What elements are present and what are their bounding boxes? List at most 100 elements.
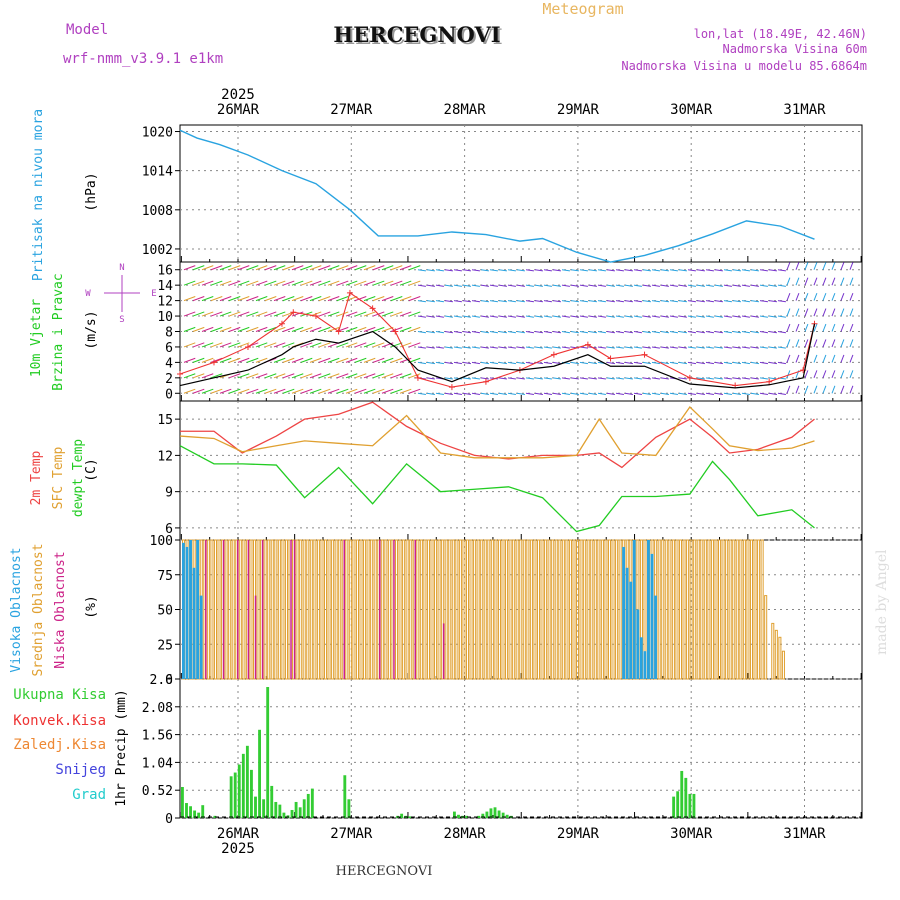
high-cloud-bar [639, 637, 643, 679]
y-tick-label: 50 [157, 604, 173, 619]
cloud-ylabels: Visoka Oblacnost Srednja Oblacnost Niska O… [9, 543, 68, 676]
wind-arrow [723, 269, 732, 272]
mid-cloud-bar [210, 539, 214, 680]
mid-cloud-bar [458, 539, 462, 680]
mid-cloud-bar [416, 539, 420, 680]
wind-arrow [525, 300, 534, 303]
wind-arrow [651, 269, 660, 272]
wind-arrow [327, 265, 340, 271]
wind-arrow [849, 262, 854, 270]
wind-arrow [660, 315, 669, 318]
wind-arrow [795, 354, 800, 363]
wind-arrow [516, 377, 525, 380]
mid-cloud-bar [370, 539, 374, 680]
wind-arrow [327, 311, 340, 317]
wind-arrow [840, 292, 845, 301]
wind-arrow [255, 388, 268, 394]
wind-arrow [615, 361, 624, 365]
mid-cloud-bar [703, 539, 707, 680]
mid-cloud-bar [448, 539, 452, 680]
wind-arrow [786, 354, 791, 363]
mid-cloud-bar [299, 539, 303, 680]
mid-cloud-bar [693, 539, 697, 680]
wind-arrow [633, 392, 642, 395]
wind-arrow [750, 346, 759, 349]
wind-arrow [588, 315, 597, 318]
high-cloud-bar [654, 595, 657, 679]
wind-arrow [336, 357, 349, 363]
wind-arrow [480, 392, 489, 395]
mid-cloud-bar [749, 539, 754, 680]
wind-arrow [570, 361, 579, 365]
wind-arrow [291, 388, 304, 394]
wind-arrow [552, 315, 561, 318]
wind-arrow [354, 388, 367, 394]
wind-arrow [696, 392, 705, 395]
wind-arrow [669, 284, 678, 287]
mid-cloud-bar [224, 539, 228, 680]
wind-arrow [525, 361, 534, 365]
precip-bar [262, 799, 266, 818]
wind-arrow [633, 331, 642, 334]
wind-arrow [354, 373, 367, 379]
mid-cloud-bar [281, 539, 285, 680]
wind-arrow [615, 331, 624, 334]
mid-cloud-bar [576, 539, 580, 680]
wind-arrow [579, 284, 588, 287]
precip-bar [672, 796, 676, 818]
wind-arrow [543, 300, 552, 303]
wind-arrow [705, 331, 714, 334]
model-altitude-label: Nadmorska Visina u modelu 85.6864m [621, 59, 867, 73]
wind-arrow [372, 326, 385, 332]
wind-arrow [534, 315, 543, 318]
wind-arrow [300, 373, 313, 379]
wind-arrow [741, 331, 750, 334]
wind-arrow [552, 269, 561, 272]
wind-arrow [777, 346, 786, 349]
wind-arrow [678, 346, 687, 349]
precip-bar [258, 729, 261, 818]
wind-arrow [219, 311, 232, 317]
wind-arrow [444, 300, 453, 303]
wind-arrow [651, 346, 660, 349]
wind-arrow [435, 361, 444, 365]
wind-arrow [255, 296, 268, 302]
wind-arrow [381, 357, 394, 363]
wind-arrow [651, 315, 660, 318]
mid-cloud-bar [618, 539, 622, 680]
wind-arrow [318, 326, 331, 332]
precip-bar [185, 803, 188, 818]
wind-arrow [588, 361, 597, 365]
top-day-labels: 26MAR 27MAR 28MAR 29MAR 30MAR 31MAR [217, 102, 826, 118]
wind-arrow [192, 280, 205, 286]
mid-cloud-bar [323, 539, 328, 680]
wind-arrow [732, 284, 741, 287]
wind-arrow [840, 370, 845, 379]
panel-frame [179, 400, 863, 541]
wind-arrow [606, 346, 615, 349]
wind-arrow [759, 346, 768, 349]
wind-arrow [255, 342, 268, 348]
mid-cloud-bar [359, 539, 363, 680]
mid-cloud-bar [409, 539, 413, 680]
mid-cloud-bar [742, 539, 746, 680]
wind-arrow [606, 392, 615, 395]
wind-arrow [831, 370, 836, 379]
wind-arrow [210, 296, 223, 302]
wind-arrow [300, 357, 313, 363]
wind-arrow [516, 346, 525, 349]
wind-arrow [642, 377, 651, 380]
wind-gust-marker [369, 305, 376, 312]
wind-arrow [291, 326, 304, 332]
wind-arrow [714, 284, 723, 287]
wind-arrow [327, 342, 340, 348]
precip-bar [237, 764, 241, 818]
mid-cloud-bar [565, 539, 569, 680]
mid-cloud-bar [455, 539, 459, 680]
wind-arrow [417, 269, 426, 272]
wind-arrow [696, 331, 705, 334]
wind-arrow [660, 331, 669, 334]
precip-bar [197, 812, 201, 818]
wind-arrow [183, 280, 196, 286]
